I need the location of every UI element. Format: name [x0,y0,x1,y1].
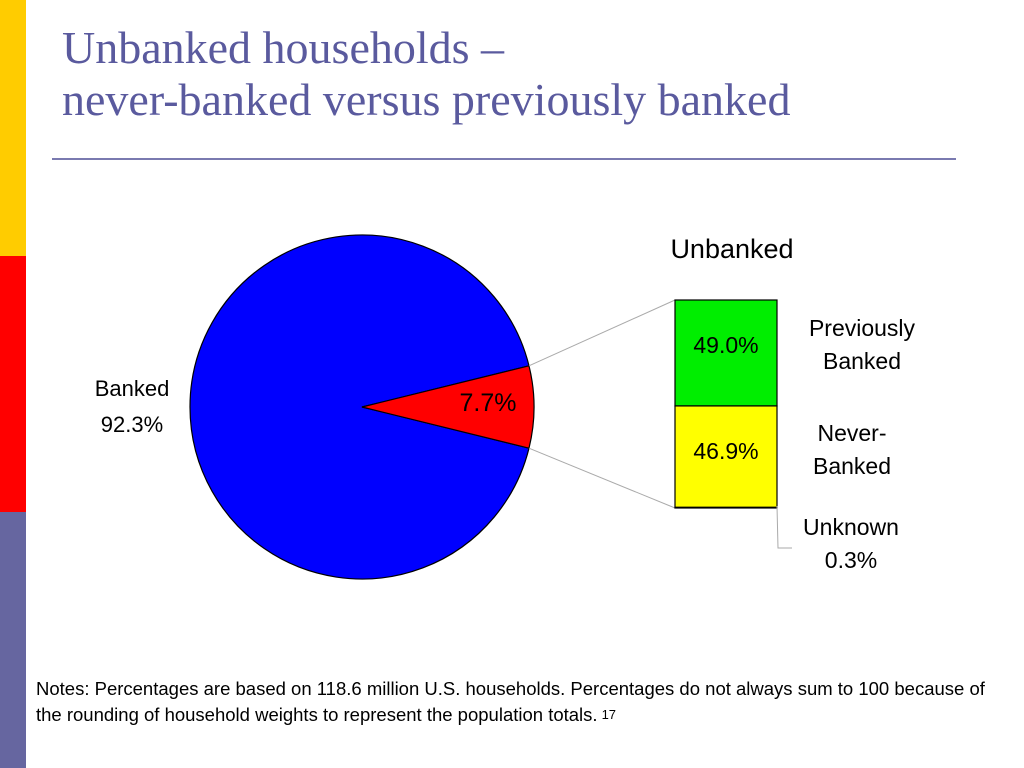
page-number: 17 [601,707,617,722]
notes-body: Notes: Percentages are based on 118.6 mi… [36,678,985,725]
bar-segment-unknown [674,506,778,509]
bar-label-never-banked-line2: Banked [813,453,891,479]
bar-value-previously-banked: 49.0% [693,332,758,358]
bar-label-previously-banked-line1: Previously [809,315,916,341]
pie-slice-unbanked [361,365,535,449]
unknown-leader-line [776,505,792,549]
bar-segment-previously-banked [674,299,778,407]
bar-label-previously-banked-line2: Banked [823,348,901,374]
slide-title-line2: never-banked versus previously banked [62,74,791,125]
side-accent-red [0,256,26,512]
slide-title-line1: Unbanked households – [62,22,505,73]
side-accent-purple [0,512,26,768]
pie-slice-banked [189,234,530,580]
bar-label-unknown-line1: Unknown [803,514,899,540]
pie-value-banked: 92.3% [101,412,163,437]
pie-value-unbanked: 7.7% [460,389,517,417]
bar-value-never-banked: 46.9% [693,438,758,464]
side-accent-yellow [0,0,26,256]
slide-title: Unbanked households – never-banked versu… [62,22,962,126]
pie-label-banked: Banked [95,376,170,401]
title-divider [52,158,956,160]
bar-label-unknown-line2: 0.3% [825,547,877,573]
connector-line-bottom [528,447,676,509]
bar-title: Unbanked [670,234,793,264]
bar-label-never-banked-line1: Never- [817,420,886,446]
notes-text: Notes: Percentages are based on 118.6 mi… [36,676,996,728]
connector-line-top [528,299,676,367]
bar-segment-never-banked [674,405,778,508]
